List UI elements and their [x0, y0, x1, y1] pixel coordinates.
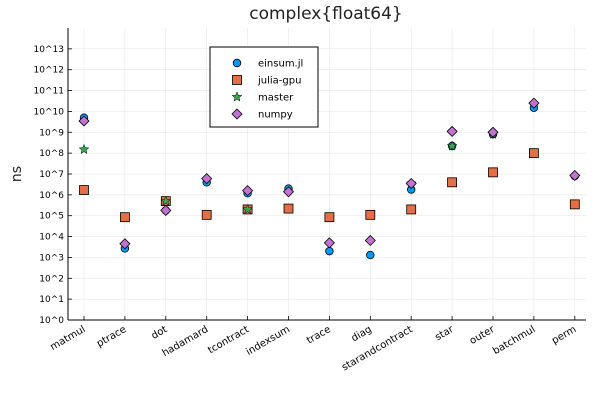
series-diamond — [78, 97, 581, 250]
legend-box — [209, 46, 319, 128]
data-point — [119, 238, 131, 250]
y-tick-label: 10^1 — [39, 295, 64, 305]
data-point — [242, 203, 253, 215]
legend-label: numpy — [258, 110, 293, 121]
y-axis-label: ns — [9, 166, 25, 182]
legend-marker — [231, 108, 243, 120]
data-point — [488, 167, 498, 178]
y-tick-label: 10^7 — [39, 170, 64, 180]
data-point — [446, 140, 458, 151]
data-point — [447, 177, 458, 188]
chart-title: complex{float64} — [249, 4, 403, 24]
legend-marker — [231, 91, 243, 102]
data-point — [78, 115, 90, 127]
y-tick-label: 10^5 — [39, 212, 64, 222]
data-point — [201, 209, 212, 220]
data-point — [365, 209, 376, 220]
y-tick-label: 10^4 — [39, 233, 64, 243]
data-point — [405, 177, 417, 190]
data-point — [120, 212, 130, 223]
data-point — [160, 195, 172, 206]
y-tick-label: 10^12 — [34, 66, 64, 76]
y-tick-label: 10^11 — [34, 87, 64, 97]
legend-label: einsum.jl — [258, 59, 303, 70]
legend-label: julia-gpu — [257, 76, 301, 87]
y-tick-label: 10^0 — [39, 316, 64, 326]
data-point — [324, 212, 335, 223]
data-point — [282, 186, 295, 198]
data-point — [366, 250, 375, 260]
data-point — [406, 204, 417, 215]
legend-marker — [232, 58, 242, 68]
data-point — [283, 203, 294, 214]
data-point — [364, 234, 376, 247]
data-point — [529, 148, 539, 159]
data-point — [528, 97, 540, 109]
y-tick-label: 10^6 — [39, 191, 64, 201]
legend-label: master — [258, 93, 294, 104]
marks-layer — [78, 97, 581, 260]
legend-marker — [232, 75, 242, 85]
data-point — [446, 125, 458, 137]
y-tick-label: 10^13 — [34, 45, 64, 55]
grid-layer — [68, 28, 586, 321]
data-point — [569, 199, 580, 210]
data-point — [323, 237, 335, 249]
y-tick-label: 10^9 — [39, 128, 64, 138]
data-point — [325, 246, 334, 256]
y-tick-label: 10^3 — [39, 253, 64, 263]
y-tick-label: 10^2 — [39, 274, 64, 284]
data-point — [78, 143, 90, 155]
data-point — [242, 185, 254, 197]
data-point — [160, 204, 172, 216]
y-tick-label: 10^10 — [34, 107, 65, 117]
y-tick-label: 10^8 — [39, 149, 64, 159]
data-point — [201, 173, 213, 185]
data-point — [487, 126, 499, 138]
data-point — [569, 169, 581, 182]
legend: einsum.jl julia-gpu master numpy — [209, 46, 319, 128]
data-point — [79, 185, 89, 195]
